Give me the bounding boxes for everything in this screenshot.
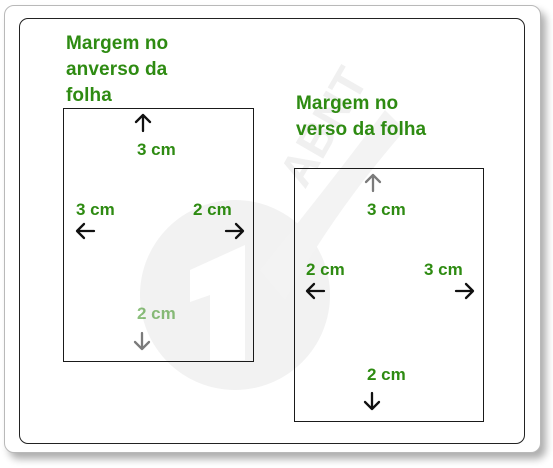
arrow-left-icon	[75, 222, 96, 240]
arrow-down-icon	[363, 391, 381, 411]
front-left-margin-label: 3 cm	[76, 200, 115, 219]
front-bottom-margin-label: 2 cm	[137, 304, 176, 323]
arrow-right-icon	[454, 282, 475, 300]
back-left-margin-label: 2 cm	[306, 260, 345, 279]
back-top-margin-label: 3 cm	[367, 200, 406, 219]
arrow-up-icon	[364, 173, 382, 193]
front-title: Margem no anverso da folha	[66, 33, 169, 106]
watermark-logo-icon: ABNT	[140, 58, 405, 390]
arrow-left-icon	[305, 282, 326, 300]
front-right-margin-label: 2 cm	[193, 200, 232, 219]
arrow-up-icon	[134, 113, 152, 133]
back-right-margin-label: 3 cm	[424, 260, 463, 279]
front-page-outline	[63, 108, 254, 362]
back-title: Margem no verso da folha	[296, 93, 427, 140]
back-bottom-margin-label: 2 cm	[367, 365, 406, 384]
front-top-margin-label: 3 cm	[137, 140, 176, 159]
arrow-right-icon	[224, 222, 245, 240]
arrow-down-icon	[133, 331, 151, 351]
back-page-outline	[294, 168, 484, 422]
